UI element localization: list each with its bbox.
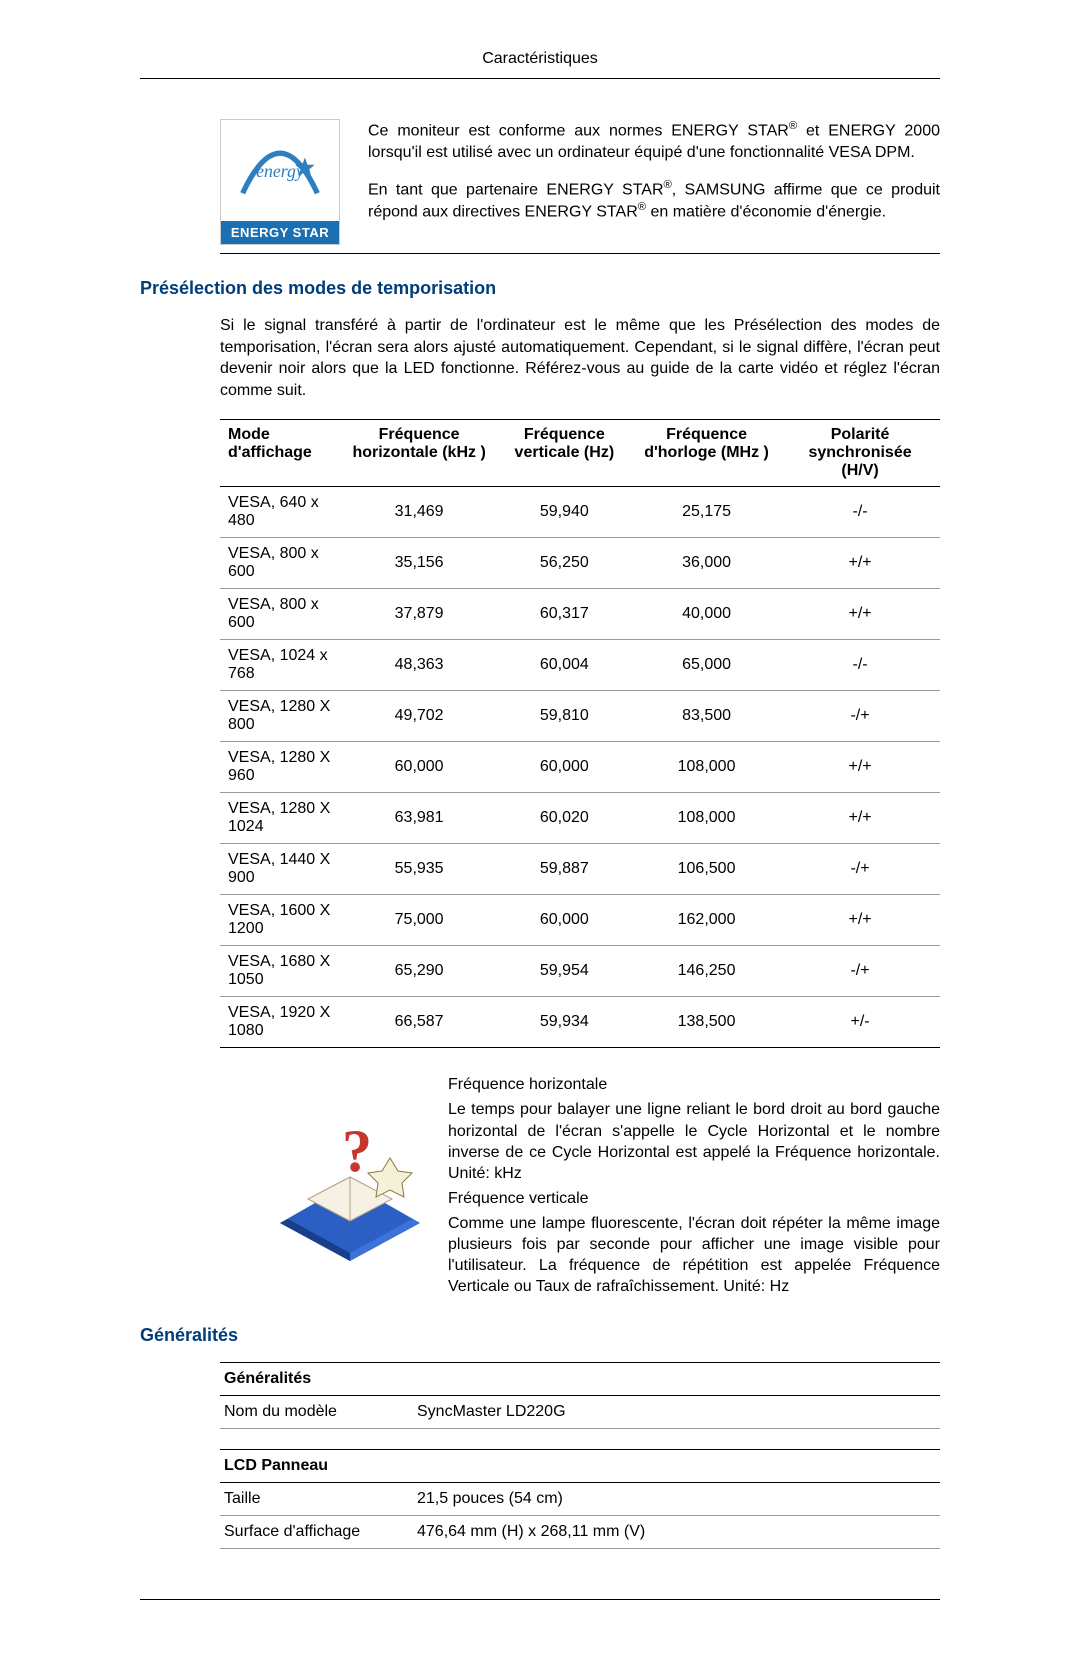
spec-group-row: LCD Panneau (220, 1450, 940, 1483)
spec-value: SyncMaster LD220G (413, 1396, 940, 1429)
timing-table: Mode d'affichage Fréquence horizontale (… (220, 419, 940, 1048)
energy-star-block: energy ENERGY STAR Ce moniteur est confo… (220, 119, 940, 254)
vfreq-body: Comme une lampe fluorescente, l'écran do… (448, 1213, 940, 1297)
table-row: VESA, 1280 X 102463,98160,020108,000+/+ (220, 793, 940, 844)
hfreq-body: Le temps pour balayer une ligne reliant … (448, 1099, 940, 1183)
col-hfreq: Fréquence horizontale (kHz ) (343, 420, 496, 487)
vfreq-title: Fréquence verticale (448, 1188, 940, 1209)
table-row: VESA, 1600 X 120075,00060,000162,000+/+ (220, 895, 940, 946)
footer-rule (140, 1599, 940, 1600)
col-polarity: Polarité synchronisée (H/V) (780, 420, 940, 487)
preselection-intro: Si le signal transféré à partir de l'ord… (220, 315, 940, 401)
spec-group-row: Généralités (220, 1363, 940, 1396)
table-row: VESA, 1280 X 96060,00060,000108,000+/+ (220, 742, 940, 793)
spec-label: Nom du modèle (220, 1396, 413, 1429)
table-row: VESA, 640 x 48031,46959,94025,175-/- (220, 487, 940, 538)
energy-star-label: ENERGY STAR (221, 221, 339, 244)
spec-label: Surface d'affichage (220, 1516, 413, 1549)
energy-star-icon: energy (221, 120, 339, 221)
spec-row: Taille 21,5 pouces (54 cm) (220, 1483, 940, 1516)
energy-star-logo: energy ENERGY STAR (220, 119, 340, 245)
frequency-text: Fréquence horizontale Le temps pour bala… (448, 1074, 940, 1301)
timing-header-row: Mode d'affichage Fréquence horizontale (… (220, 420, 940, 487)
col-mode: Mode d'affichage (220, 420, 343, 487)
spec-row: Nom du modèle SyncMaster LD220G (220, 1396, 940, 1429)
col-clock: Fréquence d'horloge (MHz ) (633, 420, 780, 487)
question-book-icon: ? (270, 1113, 430, 1263)
general-heading: Généralités (140, 1325, 940, 1346)
table-row: VESA, 1280 X 80049,70259,81083,500-/+ (220, 691, 940, 742)
energy-para-2: En tant que partenaire ENERGY STAR®, SAM… (368, 178, 940, 224)
spec-label: Taille (220, 1483, 413, 1516)
spec-value: 21,5 pouces (54 cm) (413, 1483, 940, 1516)
timing-body: VESA, 640 x 48031,46959,94025,175-/- VES… (220, 487, 940, 1048)
table-row: VESA, 800 x 60037,87960,31740,000+/+ (220, 589, 940, 640)
energy-star-text: Ce moniteur est conforme aux normes ENER… (368, 119, 940, 237)
table-row: VESA, 1024 x 76848,36360,00465,000-/- (220, 640, 940, 691)
frequency-explain-block: ? Fréquence horizontale Le temps pour ba… (270, 1074, 940, 1301)
energy-para-1: Ce moniteur est conforme aux normes ENER… (368, 119, 940, 164)
preselection-heading: Présélection des modes de temporisation (140, 278, 940, 299)
page-title: Caractéristiques (140, 50, 940, 79)
table-row: VESA, 1680 X 105065,29059,954146,250-/+ (220, 946, 940, 997)
svg-text:energy: energy (256, 161, 304, 181)
table-row: VESA, 800 x 60035,15656,25036,000+/+ (220, 538, 940, 589)
spec-row: Surface d'affichage 476,64 mm (H) x 268,… (220, 1516, 940, 1549)
spec-value: 476,64 mm (H) x 268,11 mm (V) (413, 1516, 940, 1549)
general-table: Généralités Nom du modèle SyncMaster LD2… (220, 1362, 940, 1549)
col-vfreq: Fréquence verticale (Hz) (496, 420, 633, 487)
svg-text:?: ? (342, 1118, 372, 1184)
table-row: VESA, 1440 X 90055,93559,887106,500-/+ (220, 844, 940, 895)
page: Caractéristiques energy ENERGY STAR Ce m… (0, 0, 1080, 1660)
hfreq-title: Fréquence horizontale (448, 1074, 940, 1095)
table-row: VESA, 1920 X 108066,58759,934138,500+/- (220, 997, 940, 1048)
